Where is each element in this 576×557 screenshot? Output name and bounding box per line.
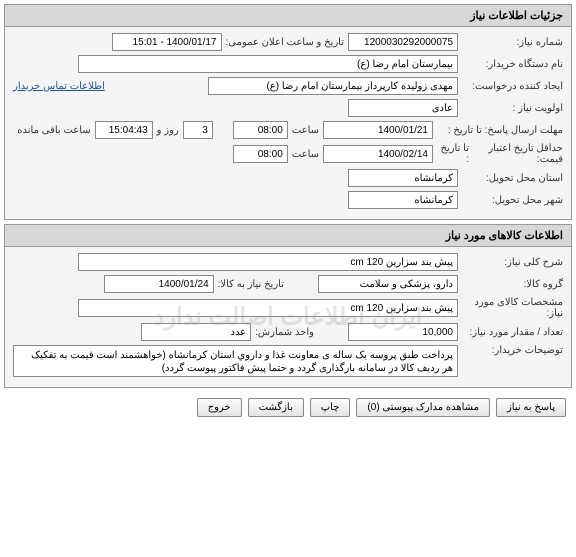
qty-field[interactable]: [348, 323, 458, 341]
validity-time-field[interactable]: [233, 145, 288, 163]
priority-field[interactable]: [348, 99, 458, 117]
panel1-body: شماره نیاز: تاریخ و ساعت اعلان عمومی: نا…: [5, 27, 571, 219]
group-field[interactable]: [318, 275, 458, 293]
print-button[interactable]: چاپ: [310, 398, 351, 417]
desc-field[interactable]: [78, 253, 458, 271]
spec-label: مشخصات کالای مورد نیاز:: [458, 297, 563, 319]
delivery-city-label: شهر محل تحویل:: [458, 195, 563, 206]
validity-date-field[interactable]: [323, 145, 433, 163]
need-details-panel: جزئیات اطلاعات نیاز شماره نیاز: تاریخ و …: [4, 4, 572, 220]
spec-field[interactable]: [78, 299, 458, 317]
attachments-button[interactable]: مشاهده مدارک پیوستی (0): [356, 398, 490, 417]
validity-time-label: ساعت: [288, 149, 323, 160]
respond-button[interactable]: پاسخ به نیاز: [496, 398, 566, 417]
creator-field[interactable]: [208, 77, 458, 95]
priority-label: اولویت نیاز :: [458, 103, 563, 114]
history-label: تاریخ نیاز به کالا:: [214, 279, 288, 290]
panel1-title: جزئیات اطلاعات نیاز: [5, 5, 571, 27]
public-announce-label: تاریخ و ساعت اعلان عمومی:: [222, 37, 349, 48]
days-field[interactable]: [183, 121, 213, 139]
delivery-city-field[interactable]: [348, 191, 458, 209]
notes-field[interactable]: [13, 345, 458, 377]
button-bar: پاسخ به نیاز مشاهده مدارک پیوستی (0) چاپ…: [0, 392, 576, 423]
buyer-label: نام دستگاه خریدار:: [458, 59, 563, 70]
unit-label: واحد شمارش:: [251, 327, 318, 338]
public-announce-field[interactable]: [112, 33, 222, 51]
creator-label: ایجاد کننده درخواست:: [458, 81, 563, 92]
unit-field[interactable]: [141, 323, 251, 341]
validity-label: حداقل تاریخ اعتبار قیمت:: [473, 143, 563, 165]
panel2-title: اطلاعات کالاهای مورد نیاز: [5, 225, 571, 247]
days-label: روز و: [153, 125, 183, 136]
delivery-province-field[interactable]: [348, 169, 458, 187]
back-button[interactable]: بازگشت: [248, 398, 304, 417]
deadline-label: مهلت ارسال پاسخ: تا تاریخ :: [433, 125, 563, 136]
qty-label: تعداد / مقدار مورد نیاز:: [458, 327, 563, 338]
remaining-time-field[interactable]: [95, 121, 153, 139]
desc-label: شرح کلی نیاز:: [458, 257, 563, 268]
exit-button[interactable]: خروج: [197, 398, 242, 417]
buyer-field[interactable]: [78, 55, 458, 73]
group-label: گروه کالا:: [458, 279, 563, 290]
history-date-field[interactable]: [104, 275, 214, 293]
deadline-time-label: ساعت: [288, 125, 323, 136]
notes-label: توضیحات خریدار:: [458, 345, 563, 356]
deadline-date-field[interactable]: [323, 121, 433, 139]
request-no-field[interactable]: [348, 33, 458, 51]
request-no-label: شماره نیاز:: [458, 37, 563, 48]
remaining-label: ساعت باقی مانده: [13, 125, 94, 136]
delivery-province-label: استان محل تحویل:: [458, 173, 563, 184]
goods-info-panel: اطلاعات کالاهای مورد نیاز ایران اطلاعات …: [4, 224, 572, 388]
validity-to-label: تا تاریخ :: [433, 143, 473, 165]
contact-link[interactable]: اطلاعات تماس خریدار: [13, 81, 111, 92]
deadline-time-field[interactable]: [233, 121, 288, 139]
panel2-body: ایران اطلاعات اصالت ندارد شرح کلی نیاز: …: [5, 247, 571, 387]
